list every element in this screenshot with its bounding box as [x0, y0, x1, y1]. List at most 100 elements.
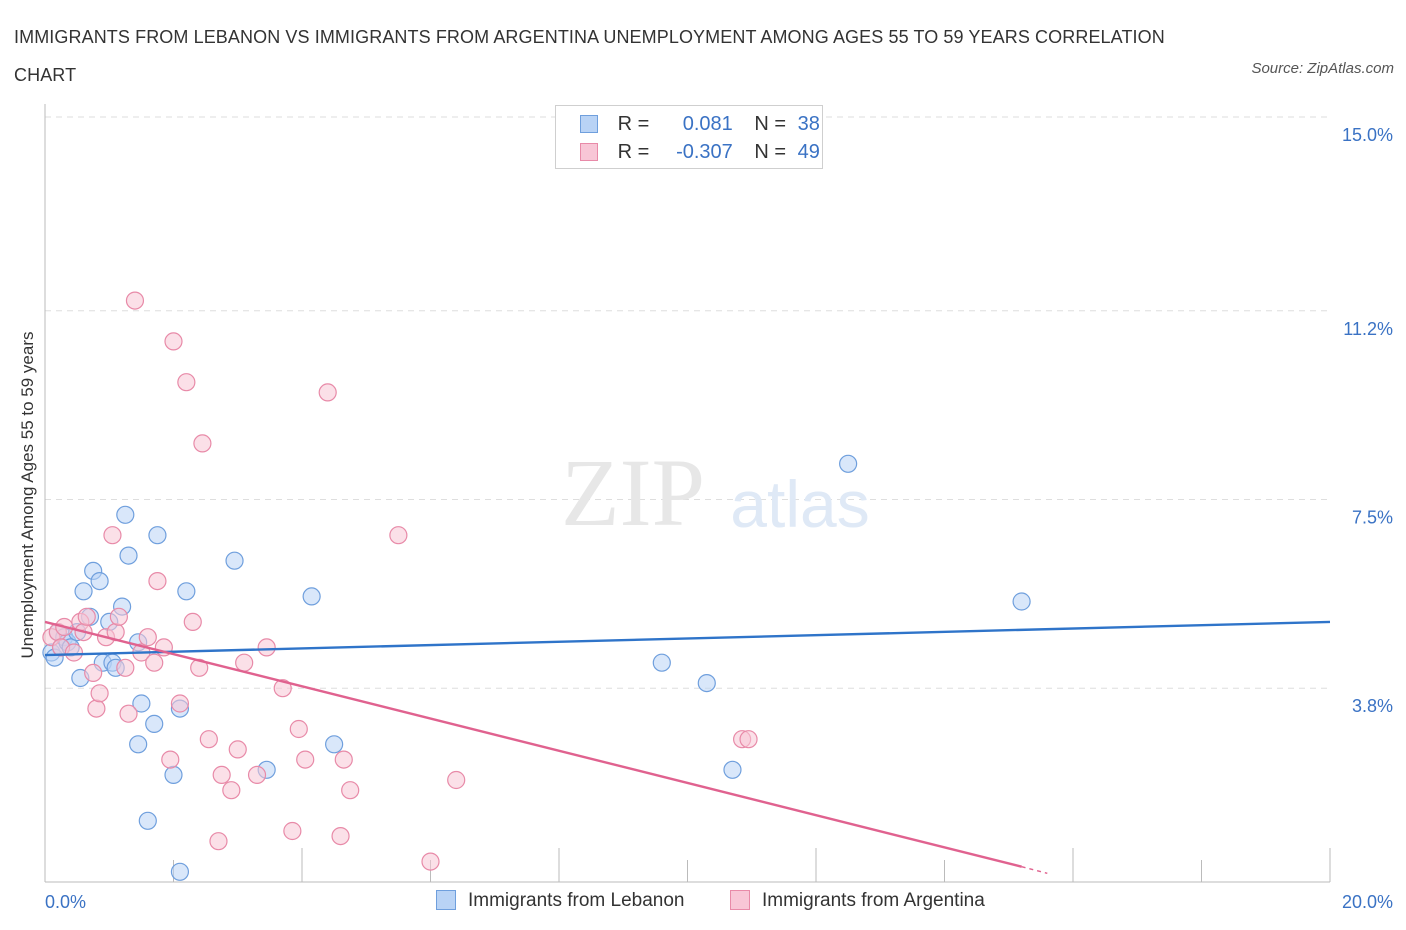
- lebanon-point-38: [1012, 592, 1031, 611]
- y-tick-label-3: 15.0%: [1342, 125, 1393, 145]
- lebanon-point-34: [652, 653, 671, 672]
- source-credit: Source: ZipAtlas.com: [1251, 60, 1394, 77]
- argentina-point-48: [447, 770, 466, 790]
- argentina-point-41: [296, 750, 315, 769]
- argentina-point-35: [235, 653, 254, 672]
- lebanon-point-35: [697, 673, 716, 693]
- y-tick-labels: 3.8% 7.5% 11.2% 15.0%: [1342, 125, 1393, 716]
- n-label: N =: [754, 141, 787, 163]
- argentina-point-34: [228, 740, 247, 759]
- data-points: [42, 291, 1031, 881]
- lebanon-point-22: [132, 694, 151, 713]
- stats-legend-row-lebanon: R = 0.081 N = 38: [580, 111, 820, 137]
- argentina-trend-line: [44, 620, 1022, 868]
- argentina-point-31: [209, 832, 228, 851]
- lebanon-point-32: [302, 587, 321, 606]
- argentina-point-44: [334, 750, 353, 769]
- argentina-point-46: [389, 526, 408, 545]
- watermark-zip: ZIP: [561, 439, 705, 546]
- lebanon-point-23: [138, 811, 157, 830]
- lebanon-point-36: [723, 760, 742, 779]
- stats-legend: R = 0.081 N = 38 R = -0.307 N = 49: [555, 105, 823, 169]
- argentina-point-39: [283, 821, 302, 841]
- argentina-point-4: [64, 643, 84, 662]
- argentina-point-36: [247, 765, 267, 785]
- lebanon-legend-swatch: [436, 890, 456, 910]
- argentina-point-10: [90, 684, 109, 703]
- trend-lines: [44, 620, 1331, 875]
- argentina-point-32: [212, 765, 231, 785]
- watermark: ZIP atlas: [561, 439, 870, 546]
- argentina-point-23: [161, 750, 180, 769]
- lebanon-swatch: [580, 115, 598, 133]
- lebanon-legend-label: Immigrants from Lebanon: [468, 890, 685, 911]
- y-tick-label-0: 3.8%: [1352, 696, 1393, 716]
- lebanon-point-26: [164, 765, 183, 785]
- argentina-point-45: [341, 781, 360, 800]
- argentina-legend-swatch: [730, 890, 750, 910]
- r-label: R =: [617, 113, 650, 135]
- argentina-point-25: [170, 694, 190, 713]
- argentina-point-50: [739, 730, 758, 749]
- argentina-trend-extension: [1021, 866, 1048, 875]
- argentina-point-9: [87, 699, 106, 718]
- argentina-point-12: [103, 526, 122, 545]
- argentina-point-47: [421, 852, 440, 871]
- n-label: N =: [754, 113, 787, 135]
- lebanon-point-25: [148, 526, 167, 545]
- y-tick-label-1: 7.5%: [1352, 508, 1393, 528]
- stats-legend-row-argentina: R = -0.307 N = 49: [580, 139, 820, 165]
- argentina-point-38: [273, 679, 292, 698]
- argentina-point-40: [289, 719, 308, 739]
- argentina-point-16: [119, 704, 138, 723]
- lebanon-point-29: [177, 582, 196, 601]
- r-label: R =: [617, 141, 650, 163]
- argentina-point-37: [257, 638, 276, 657]
- grid-lines: [45, 116, 1330, 689]
- lebanon-r-value: 0.081: [682, 113, 733, 135]
- argentina-point-21: [148, 571, 167, 591]
- lebanon-point-33: [325, 735, 344, 754]
- y-axis-label: Unemployment Among Ages 55 to 59 years: [18, 332, 37, 659]
- argentina-point-27: [183, 612, 202, 632]
- x-tick-label-max: 20.0%: [1342, 892, 1393, 912]
- argentina-r-value: -0.307: [676, 141, 733, 163]
- argentina-point-17: [125, 291, 145, 310]
- y-tick-label-2: 11.2%: [1343, 319, 1393, 339]
- chart-title: IMMIGRANTS FROM LEBANON VS IMMIGRANTS FR…: [14, 27, 1165, 85]
- argentina-point-28: [190, 658, 209, 677]
- lebanon-n-value: 38: [797, 113, 820, 135]
- x-tick-labels: 0.0% 20.0%: [45, 892, 1393, 912]
- argentina-point-29: [193, 434, 212, 453]
- lebanon-point-37: [839, 454, 858, 473]
- lebanon-point-18: [116, 505, 135, 524]
- argentina-point-43: [331, 826, 350, 846]
- lebanon-point-9: [74, 582, 93, 601]
- argentina-swatch: [580, 143, 598, 161]
- argentina-point-20: [145, 653, 164, 672]
- lebanon-point-30: [225, 551, 244, 570]
- lebanon-point-27: [170, 862, 190, 881]
- lebanon-point-19: [119, 546, 138, 565]
- argentina-legend-label: Immigrants from Argentina: [762, 890, 985, 911]
- argentina-point-15: [116, 658, 135, 677]
- argentina-point-7: [77, 607, 96, 626]
- x-tick-label-min: 0.0%: [45, 892, 86, 912]
- argentina-n-value: 49: [797, 141, 820, 163]
- argentina-point-33: [222, 781, 241, 800]
- argentina-point-26: [177, 373, 196, 392]
- argentina-point-19: [138, 628, 157, 647]
- lebanon-point-21: [129, 735, 148, 754]
- argentina-point-30: [199, 730, 218, 749]
- argentina-point-14: [109, 607, 128, 626]
- legend-item-argentina: Immigrants from Argentina: [730, 890, 985, 912]
- lebanon-point-12: [90, 571, 109, 591]
- argentina-point-42: [318, 383, 337, 402]
- watermark-atlas: atlas: [730, 467, 869, 541]
- lebanon-trend-line: [44, 620, 1331, 657]
- legend-item-lebanon: Immigrants from Lebanon: [436, 890, 685, 912]
- argentina-point-8: [84, 663, 103, 683]
- argentina-point-24: [164, 332, 183, 351]
- lebanon-point-24: [145, 714, 164, 734]
